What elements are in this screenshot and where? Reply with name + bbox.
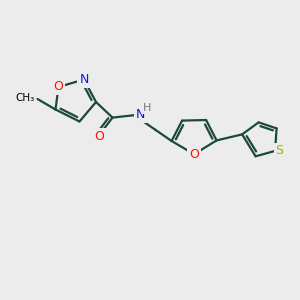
- Text: N: N: [136, 108, 145, 122]
- Text: S: S: [276, 144, 283, 158]
- Text: O: O: [94, 130, 104, 143]
- Text: H: H: [142, 103, 151, 113]
- Text: O: O: [54, 80, 63, 94]
- Text: CH₃: CH₃: [16, 92, 35, 103]
- Text: N: N: [79, 73, 89, 86]
- Text: O: O: [189, 148, 199, 161]
